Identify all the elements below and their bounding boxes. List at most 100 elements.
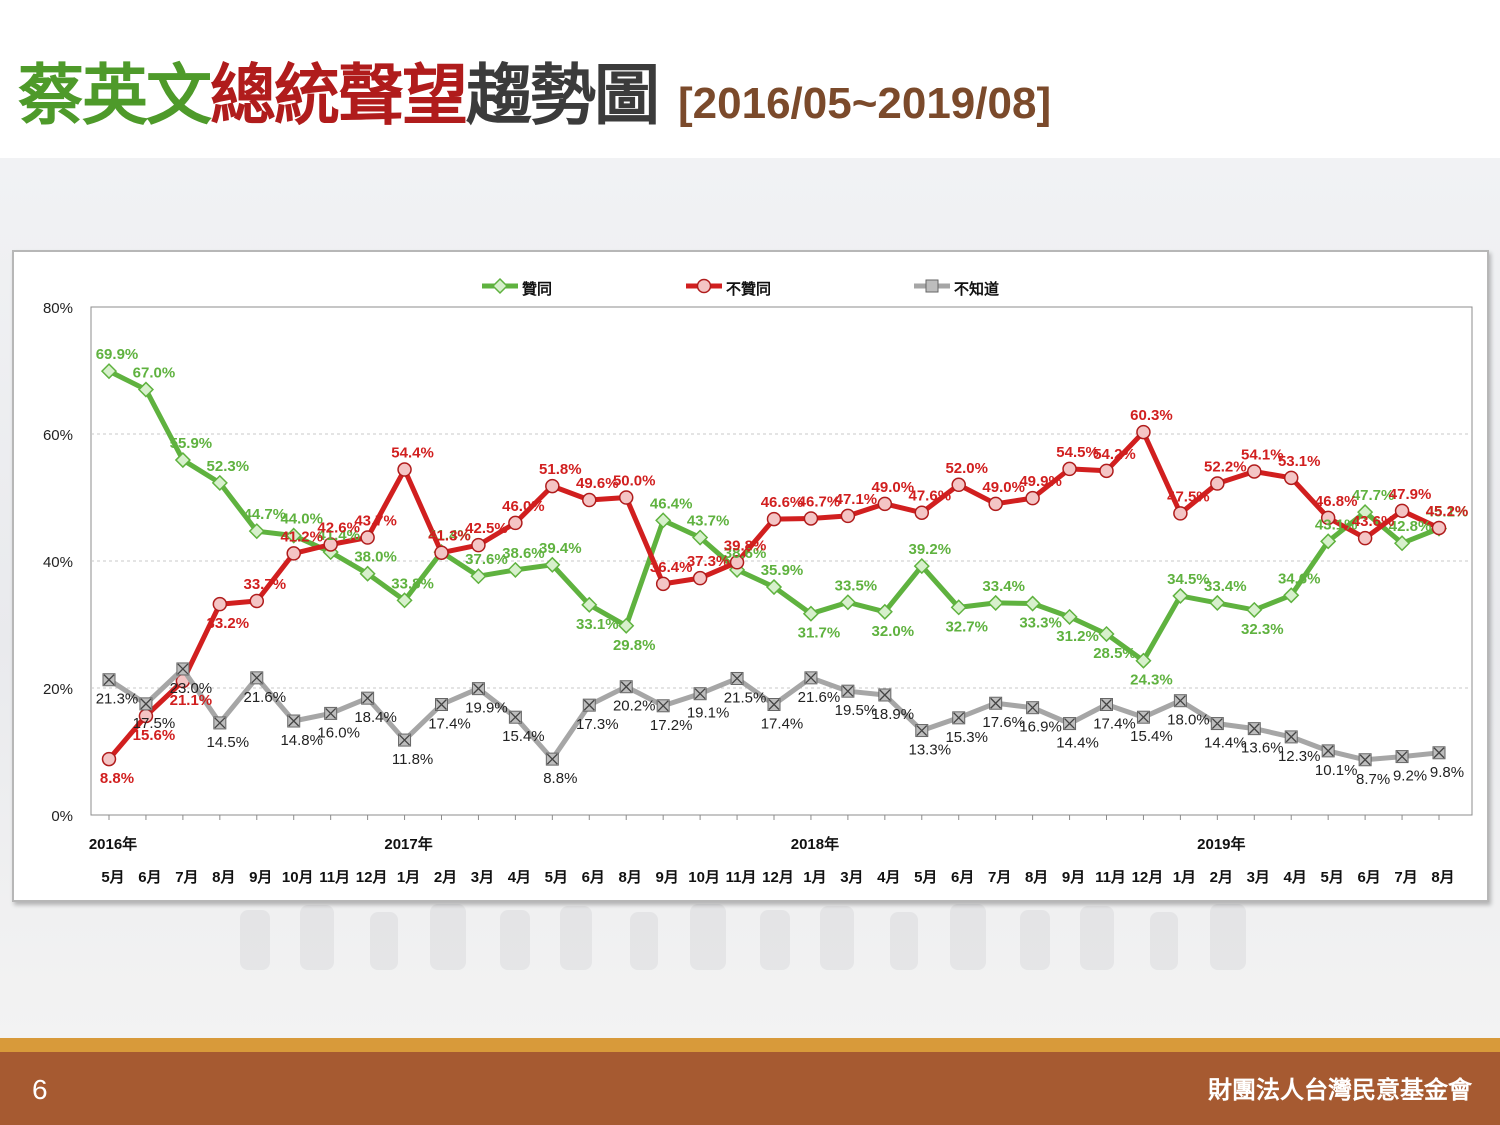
data-label-approve: 52.3% bbox=[207, 458, 250, 475]
point-approve bbox=[802, 605, 820, 622]
point-unknown-x bbox=[694, 688, 706, 700]
point-disapprove bbox=[1320, 510, 1336, 526]
data-label-unknown: 8.7% bbox=[1356, 771, 1390, 788]
point-approve bbox=[1357, 504, 1374, 521]
point-disapprove bbox=[1283, 470, 1299, 486]
point-unknown-x bbox=[1322, 745, 1334, 757]
data-label-unknown: 23.0% bbox=[170, 680, 213, 697]
data-label-disapprove: 54.2% bbox=[1093, 446, 1136, 463]
point-approve bbox=[1135, 652, 1152, 669]
data-label-unknown: 17.2% bbox=[650, 717, 693, 734]
point-approve bbox=[1209, 594, 1226, 611]
point-disapprove bbox=[655, 576, 671, 592]
data-label-disapprove: 45.2% bbox=[1426, 503, 1469, 520]
title-part-trend: 趨勢圖 bbox=[466, 57, 660, 134]
point-disapprove bbox=[618, 490, 634, 505]
point-disapprove bbox=[803, 511, 819, 526]
point-disapprove bbox=[360, 530, 375, 545]
series-layer bbox=[100, 363, 1448, 767]
point-disapprove bbox=[1136, 424, 1151, 440]
point-unknown-x bbox=[1027, 702, 1039, 714]
data-label-approve: 35.9% bbox=[761, 562, 804, 579]
data-label-approve: 38.6% bbox=[724, 545, 767, 562]
data-label-unknown: 9.8% bbox=[1430, 764, 1464, 781]
point-unknown-x bbox=[509, 711, 521, 723]
x-tick-label: 7月 bbox=[988, 869, 1011, 886]
point-approve bbox=[692, 529, 709, 546]
data-label-approve: 44.0% bbox=[280, 511, 323, 528]
data-label-disapprove: 49.0% bbox=[872, 479, 915, 496]
data-label-disapprove: 8.8% bbox=[100, 770, 134, 787]
x-tick-label: 4月 bbox=[1284, 869, 1307, 886]
x-tick-label: 5月 bbox=[914, 869, 937, 886]
point-disapprove bbox=[101, 751, 117, 767]
data-label-unknown: 12.3% bbox=[1278, 748, 1321, 765]
data-label-approve: 34.6% bbox=[1278, 570, 1321, 587]
data-label-unknown: 17.4% bbox=[428, 716, 471, 733]
data-label-disapprove: 46.8% bbox=[1315, 493, 1358, 510]
series-disapprove bbox=[101, 424, 1447, 767]
point-disapprove bbox=[1357, 530, 1373, 546]
data-label-unknown: 14.4% bbox=[1056, 735, 1099, 752]
data-label-approve: 44.7% bbox=[244, 506, 287, 523]
point-unknown-x bbox=[990, 697, 1002, 709]
point-approve bbox=[285, 527, 302, 544]
point-approve bbox=[913, 558, 930, 575]
x-tick-label: 8月 bbox=[212, 869, 235, 886]
x-tick-label: 6月 bbox=[138, 869, 161, 886]
data-label-approve: 38.6% bbox=[502, 545, 545, 562]
data-label-approve: 42.8% bbox=[1389, 518, 1432, 535]
point-disapprove bbox=[1173, 506, 1188, 521]
data-label-approve: 39.4% bbox=[539, 540, 582, 557]
data-label-unknown: 9.2% bbox=[1393, 768, 1427, 785]
point-unknown-x bbox=[103, 674, 115, 686]
point-unknown-x bbox=[1101, 699, 1112, 710]
point-unknown-x bbox=[916, 725, 928, 737]
chart-grid bbox=[90, 306, 1473, 816]
point-unknown-x bbox=[1248, 723, 1260, 735]
data-label-approve: 28.5% bbox=[1093, 645, 1136, 662]
data-label-approve: 33.3% bbox=[1019, 615, 1062, 632]
data-label-unknown: 11.8% bbox=[392, 751, 433, 768]
point-unknown-x bbox=[620, 681, 632, 693]
data-label-disapprove: 47.5% bbox=[1167, 488, 1210, 505]
point-unknown-x bbox=[288, 715, 300, 727]
point-approve bbox=[1283, 587, 1300, 604]
legend-marker-disapprove bbox=[696, 278, 712, 294]
point-disapprove bbox=[1394, 503, 1410, 519]
point-unknown-x bbox=[251, 672, 263, 684]
point-approve bbox=[248, 523, 265, 540]
point-unknown-x bbox=[583, 699, 595, 711]
data-label-unknown: 15.4% bbox=[502, 728, 545, 745]
data-label-unknown: 19.9% bbox=[465, 700, 508, 717]
data-label-unknown: 15.3% bbox=[945, 729, 988, 746]
page-number: 6 bbox=[32, 1074, 48, 1105]
data-label-disapprove: 47.6% bbox=[909, 488, 952, 505]
data-label-unknown: 16.0% bbox=[317, 724, 360, 741]
data-label-disapprove: 53.1% bbox=[1278, 453, 1321, 470]
data-label-approve: 33.1% bbox=[576, 616, 619, 633]
title-part-rating: 總統聲望 bbox=[210, 57, 468, 134]
point-disapprove bbox=[1431, 520, 1447, 536]
point-unknown-x bbox=[1285, 731, 1297, 743]
point-approve bbox=[137, 381, 155, 398]
point-unknown-x bbox=[1064, 718, 1076, 730]
point-approve bbox=[1246, 601, 1263, 618]
point-disapprove bbox=[1025, 490, 1040, 506]
data-label-approve: 38.0% bbox=[354, 549, 397, 566]
data-label-approve: 67.0% bbox=[133, 365, 176, 382]
point-approve bbox=[100, 363, 118, 380]
data-label-disapprove: 43.6% bbox=[1352, 513, 1395, 530]
x-tick-label: 8月 bbox=[1431, 869, 1454, 886]
data-label-approve: 39.2% bbox=[909, 541, 952, 558]
point-unknown-x bbox=[805, 672, 817, 684]
data-label-disapprove: 37.3% bbox=[687, 553, 730, 570]
data-label-disapprove: 33.2% bbox=[207, 615, 250, 632]
data-label-unknown: 16.9% bbox=[1019, 719, 1062, 736]
point-disapprove bbox=[877, 496, 893, 512]
y-tick-label: 40% bbox=[43, 554, 73, 571]
data-label-approve: 34.5% bbox=[1167, 571, 1210, 588]
point-unknown-x bbox=[731, 673, 743, 684]
x-tick-label: 3月 bbox=[471, 869, 494, 886]
legend-label-unknown: 不知道 bbox=[954, 280, 999, 298]
